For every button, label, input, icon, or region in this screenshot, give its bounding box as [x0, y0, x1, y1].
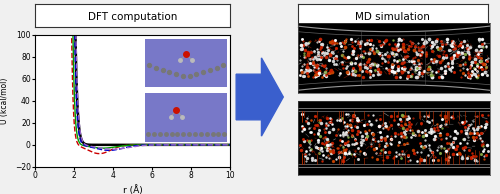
FancyArrow shape	[236, 58, 284, 136]
Text: DFT computation: DFT computation	[88, 12, 177, 22]
Text: MD simulation: MD simulation	[355, 12, 430, 22]
Y-axis label: U (kcal/mol): U (kcal/mol)	[0, 78, 10, 124]
X-axis label: r (Å): r (Å)	[122, 186, 142, 194]
